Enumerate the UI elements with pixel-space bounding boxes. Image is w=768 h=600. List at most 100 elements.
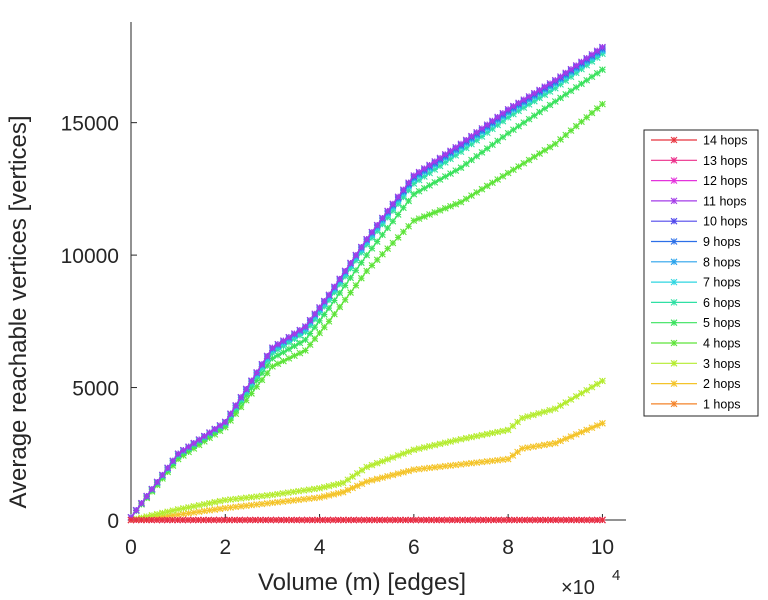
data-point	[384, 207, 392, 215]
series-11-hops	[127, 43, 606, 521]
data-point	[352, 251, 360, 259]
data-point	[306, 316, 314, 324]
data-point	[237, 502, 245, 510]
legend-label: 9 hops	[703, 235, 741, 249]
data-point	[599, 100, 606, 108]
data-point	[499, 427, 507, 435]
x-tick-label: 2	[219, 536, 231, 559]
y-tick-label: 0	[107, 510, 119, 533]
data-point	[557, 516, 565, 524]
data-point	[389, 239, 397, 247]
data-point	[200, 500, 208, 508]
data-point	[384, 224, 392, 232]
data-point	[220, 516, 228, 524]
data-point	[368, 228, 376, 236]
data-point	[174, 506, 182, 513]
data-point	[436, 154, 444, 162]
data-point	[274, 351, 282, 359]
data-point	[402, 516, 409, 524]
data-point	[285, 345, 293, 353]
data-point	[394, 452, 402, 459]
data-point	[417, 516, 425, 524]
legend-item: 3 hops	[651, 357, 741, 371]
data-point	[551, 439, 559, 447]
data-point	[588, 109, 596, 117]
legend-item: 8 hops	[651, 255, 741, 269]
data-point	[431, 158, 439, 165]
data-point	[499, 109, 507, 117]
data-point	[447, 147, 454, 155]
data-point	[316, 329, 323, 337]
data-point	[583, 426, 591, 434]
y-tick-label: 15000	[61, 113, 119, 136]
data-point	[373, 221, 381, 229]
data-point	[562, 69, 570, 77]
data-point	[567, 127, 575, 134]
legend-marker	[670, 380, 678, 387]
data-point	[578, 58, 585, 66]
data-point	[530, 112, 538, 119]
data-point	[473, 432, 481, 440]
legend-item: 12 hops	[651, 174, 747, 188]
data-point	[336, 275, 344, 283]
data-point	[368, 262, 376, 269]
series-4-hops	[127, 100, 606, 521]
data-point	[509, 166, 517, 174]
data-point	[468, 132, 475, 140]
legend-label: 14 hops	[703, 134, 747, 148]
data-point	[588, 424, 596, 432]
legend-label: 6 hops	[703, 296, 741, 310]
legend-marker	[670, 299, 678, 306]
data-point	[384, 455, 392, 463]
data-point	[329, 516, 337, 524]
legend-marker	[670, 339, 678, 347]
data-point	[436, 440, 444, 448]
data-point	[384, 472, 392, 480]
legend-label: 3 hops	[703, 357, 741, 371]
data-point	[462, 160, 470, 168]
data-point	[272, 516, 280, 524]
data-point	[518, 414, 526, 422]
data-point	[415, 168, 423, 176]
data-point	[521, 516, 529, 524]
data-point	[347, 259, 354, 267]
data-point	[536, 108, 543, 116]
data-point	[530, 89, 538, 97]
data-point	[291, 342, 298, 350]
data-point	[520, 96, 528, 104]
data-point	[572, 83, 580, 91]
data-point	[557, 73, 564, 80]
legend-marker	[670, 156, 678, 164]
data-point	[547, 516, 555, 524]
data-point	[489, 117, 496, 125]
data-point	[357, 274, 365, 282]
data-point	[478, 431, 486, 439]
data-point	[447, 202, 454, 210]
data-point	[195, 501, 203, 509]
data-point	[132, 506, 140, 514]
data-point	[599, 66, 606, 74]
data-point	[469, 516, 477, 524]
x-exponent-label: ×10	[561, 577, 595, 599]
data-point	[438, 516, 446, 524]
data-point	[546, 80, 554, 87]
data-point	[546, 440, 554, 448]
data-point	[557, 437, 564, 445]
data-point	[478, 458, 486, 466]
data-point	[593, 380, 601, 388]
data-point	[205, 516, 213, 524]
data-point	[396, 516, 404, 524]
data-point	[280, 348, 287, 356]
data-point	[394, 193, 402, 201]
data-point	[285, 333, 293, 341]
data-point	[340, 516, 347, 524]
data-point	[504, 106, 512, 113]
data-point	[510, 516, 518, 524]
data-point	[562, 91, 570, 98]
data-point	[347, 289, 354, 296]
data-point	[426, 181, 433, 189]
legend-item: 11 hops	[651, 194, 747, 208]
data-point	[399, 468, 407, 476]
data-point	[578, 516, 586, 524]
data-point	[253, 383, 261, 391]
